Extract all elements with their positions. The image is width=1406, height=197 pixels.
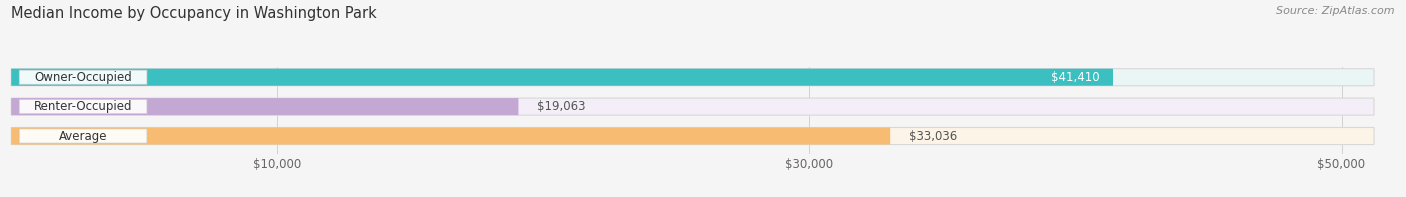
Text: $33,036: $33,036 [908, 129, 957, 142]
FancyBboxPatch shape [11, 69, 1374, 86]
Text: Renter-Occupied: Renter-Occupied [34, 100, 132, 113]
Text: Source: ZipAtlas.com: Source: ZipAtlas.com [1277, 6, 1395, 16]
FancyBboxPatch shape [11, 127, 1374, 145]
FancyBboxPatch shape [11, 98, 1374, 115]
FancyBboxPatch shape [20, 99, 148, 114]
FancyBboxPatch shape [11, 127, 890, 145]
Text: Average: Average [59, 129, 107, 142]
Text: Median Income by Occupancy in Washington Park: Median Income by Occupancy in Washington… [11, 6, 377, 21]
FancyBboxPatch shape [20, 129, 148, 143]
FancyBboxPatch shape [11, 98, 519, 115]
Text: $41,410: $41,410 [1052, 71, 1099, 84]
Text: Owner-Occupied: Owner-Occupied [34, 71, 132, 84]
Text: $19,063: $19,063 [537, 100, 585, 113]
FancyBboxPatch shape [11, 69, 1114, 86]
FancyBboxPatch shape [20, 70, 148, 84]
